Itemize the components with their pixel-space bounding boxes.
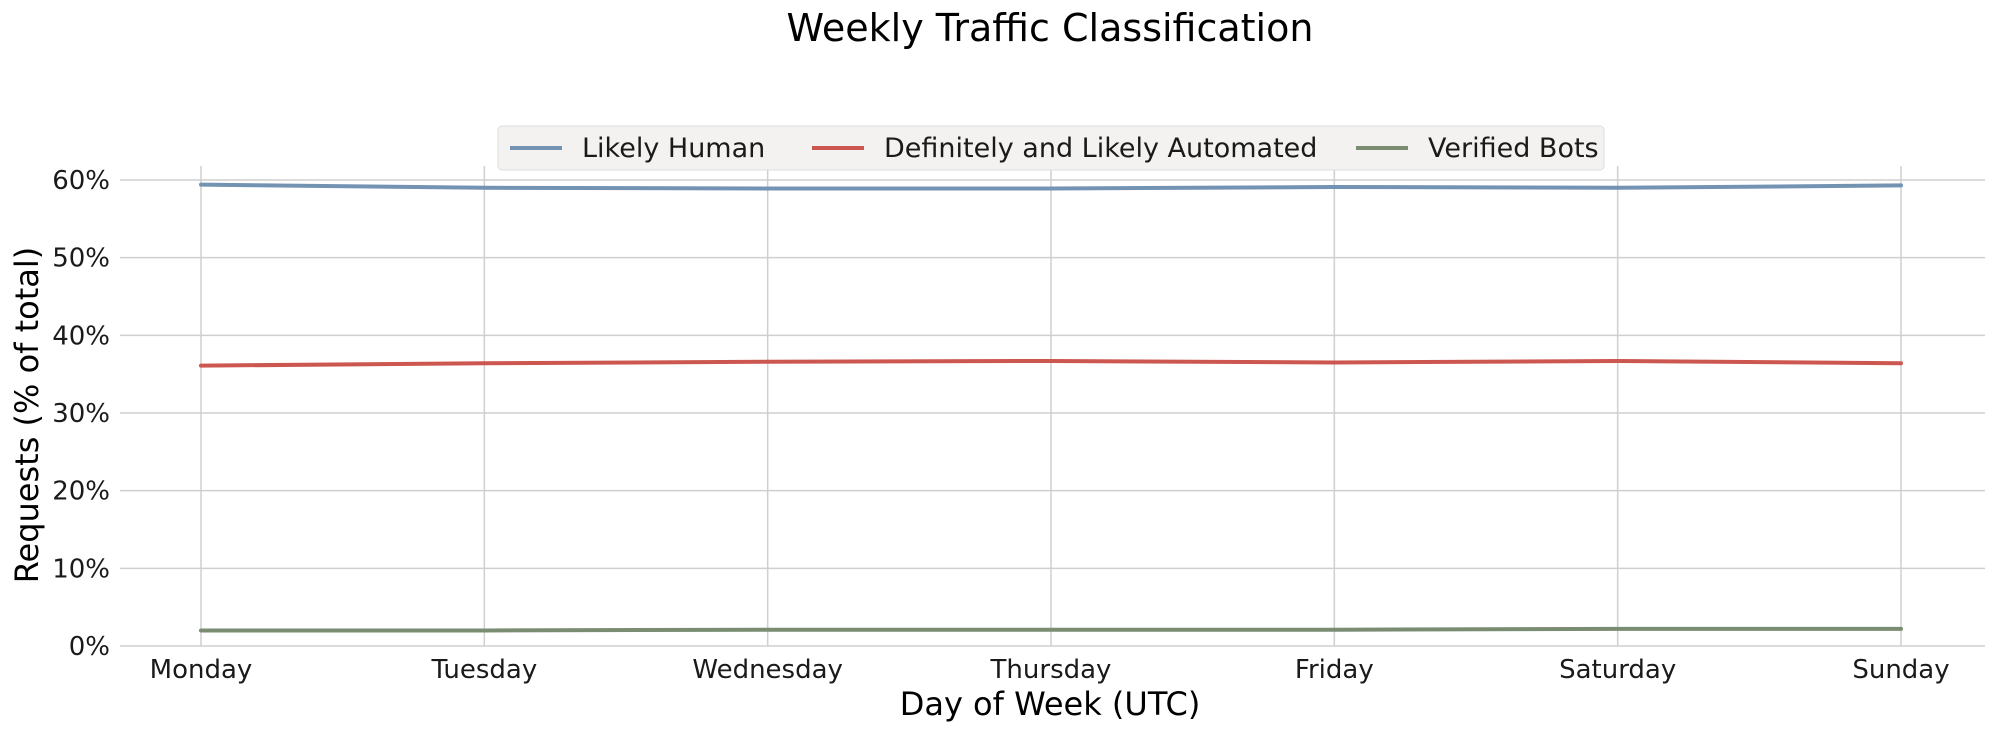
x-axis-title: Day of Week (UTC)	[900, 685, 1201, 723]
legend-label: Definitely and Likely Automated	[884, 133, 1317, 164]
y-tick-label: 50%	[52, 244, 110, 274]
y-tick-label: 30%	[52, 399, 110, 429]
series-lines	[199, 182, 1903, 633]
series-line	[199, 626, 1903, 633]
x-tick-label: Tuesday	[430, 655, 537, 685]
y-axis-title: Requests (% of total)	[8, 247, 46, 584]
x-tick-label: Monday	[150, 655, 253, 685]
x-tick-label: Thursday	[990, 655, 1112, 685]
x-axis-ticks: Monday Tuesday Wednesday Thursday Friday Satu…	[150, 655, 1950, 685]
y-axis-ticks: 0% 10% 20% 30% 40% 50% 60%	[52, 166, 110, 662]
x-tick-label: Friday	[1295, 655, 1374, 685]
chart-title: Weekly Traffic Classification	[787, 6, 1314, 50]
legend-label: Likely Human	[582, 133, 765, 164]
y-tick-label: 10%	[52, 554, 110, 584]
x-tick-label: Sunday	[1852, 655, 1949, 685]
gridlines	[120, 166, 1985, 647]
y-tick-label: 40%	[52, 321, 110, 351]
series-line	[199, 358, 1903, 368]
legend-box	[497, 125, 1605, 171]
legend: Likely Human Definitely and Likely Automa…	[497, 125, 1605, 171]
series-line	[199, 182, 1903, 191]
x-tick-label: Wednesday	[692, 655, 843, 685]
y-tick-label: 60%	[52, 166, 110, 196]
legend-label: Verified Bots	[1428, 133, 1599, 164]
y-tick-label: 20%	[52, 477, 110, 507]
x-tick-label: Saturday	[1559, 655, 1676, 685]
y-tick-label: 0%	[69, 632, 110, 662]
